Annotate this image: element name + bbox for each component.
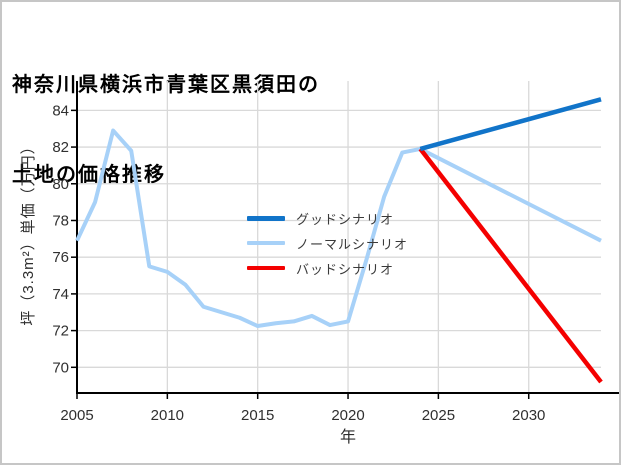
y-axis-label: 坪（3.3m²）単価（万円） xyxy=(20,138,37,326)
y-tick-label-82: 82 xyxy=(52,139,69,156)
x-tick-label-2030: 2030 xyxy=(512,407,545,424)
y-tick-label-70: 70 xyxy=(52,359,69,376)
chart-title-line1: 神奈川県横浜市青葉区黒須田の xyxy=(12,74,320,96)
x-tick-label-2020: 2020 xyxy=(331,407,364,424)
chart-title-line2: 土地の価格推移 xyxy=(12,164,166,186)
legend-label-normal: ノーマルシナリオ xyxy=(296,236,409,252)
legend-line-swatch-bad xyxy=(247,266,285,270)
legend-line-swatch-good xyxy=(247,215,285,221)
x-tick-label-2015: 2015 xyxy=(241,407,274,424)
legend-line-swatch-normal xyxy=(247,241,285,245)
series-normal-line xyxy=(75,128,602,329)
x-axis-label: 年 xyxy=(339,429,356,446)
y-tick-label-76: 76 xyxy=(52,249,69,266)
legend-item-normal: ノーマルシナリオ xyxy=(247,233,408,253)
y-tick-label-80: 80 xyxy=(52,176,69,193)
x-tick-label-2005: 2005 xyxy=(60,407,93,424)
legend-item-bad: バッドシナリオ xyxy=(247,258,408,278)
series-bad-line xyxy=(418,147,603,384)
chart-title: 神奈川県横浜市青葉区黒須田の 土地の価格推移 xyxy=(12,10,320,250)
y-tick-label-84: 84 xyxy=(52,102,69,119)
y-tick-label-78: 78 xyxy=(52,212,69,229)
y-tick-label-72: 72 xyxy=(52,323,69,340)
series-good-line xyxy=(419,97,602,152)
legend: グッドシナリオ ノーマルシナリオ バッドシナリオ xyxy=(247,208,408,283)
legend-item-good: グッドシナリオ xyxy=(247,208,408,228)
x-tick-label-2025: 2025 xyxy=(422,407,455,424)
y-tick-label-74: 74 xyxy=(52,286,69,303)
legend-label-bad: バッドシナリオ xyxy=(296,261,395,277)
x-tick-label-2010: 2010 xyxy=(151,407,184,424)
legend-label-good: グッドシナリオ xyxy=(296,211,395,227)
